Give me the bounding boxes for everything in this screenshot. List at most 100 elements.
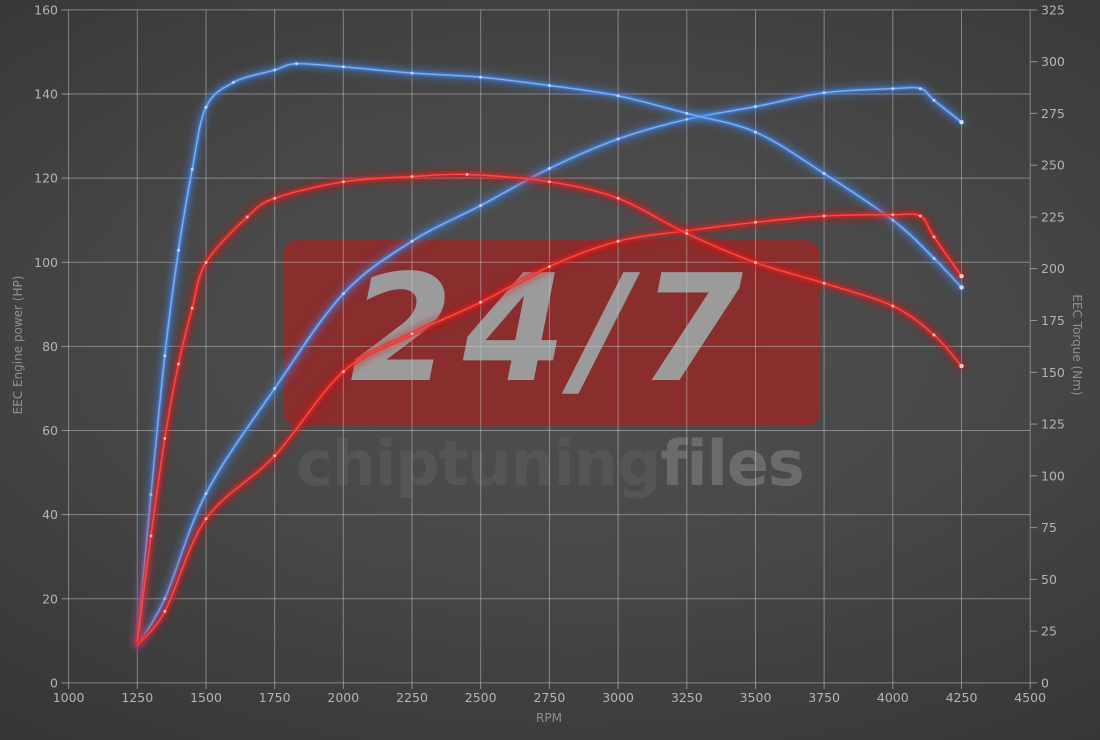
x-tick-label-3000: 3000 bbox=[602, 690, 634, 705]
x-tick-label-3250: 3250 bbox=[671, 690, 703, 705]
curve-engine-power-tuned-marker bbox=[959, 120, 964, 125]
right-tick-label-50: 50 bbox=[1041, 572, 1057, 587]
curve-engine-power-tuned-marker bbox=[273, 387, 277, 390]
watermark-badge: 24/7 bbox=[283, 240, 820, 426]
curve-torque-stock-marker bbox=[547, 180, 551, 184]
curve-engine-power-tuned-marker bbox=[547, 167, 551, 170]
curve-torque-tuned-marker bbox=[932, 256, 936, 260]
curve-torque-stock-marker bbox=[932, 333, 936, 337]
curve-torque-tuned-marker bbox=[754, 130, 757, 134]
left-tick-label-160: 160 bbox=[34, 2, 58, 17]
left-tick-label-0: 0 bbox=[50, 675, 58, 690]
x-tick-label-1750: 1750 bbox=[259, 690, 291, 705]
curve-torque-tuned-marker bbox=[341, 65, 345, 69]
x-tick-label-2000: 2000 bbox=[327, 690, 359, 705]
right-tick-label-25: 25 bbox=[1041, 624, 1057, 639]
right-tick-label-250: 250 bbox=[1041, 158, 1065, 173]
left-tick-label-140: 140 bbox=[34, 87, 58, 102]
left-tick-label-20: 20 bbox=[42, 591, 58, 606]
x-tick-label-3500: 3500 bbox=[740, 690, 772, 705]
curve-engine-power-stock-marker bbox=[822, 214, 826, 218]
curve-torque-tuned-marker bbox=[959, 285, 964, 290]
curve-torque-tuned-marker bbox=[163, 354, 167, 358]
curve-torque-stock-marker bbox=[822, 281, 826, 285]
curve-torque-tuned-marker bbox=[231, 80, 235, 84]
curve-engine-power-tuned-marker bbox=[479, 204, 483, 207]
x-tick-label-4000: 4000 bbox=[877, 690, 909, 705]
curve-torque-stock-marker bbox=[616, 196, 620, 200]
right-tick-label-200: 200 bbox=[1041, 261, 1065, 276]
right-tick-label-125: 125 bbox=[1041, 417, 1065, 432]
curve-torque-stock-marker bbox=[245, 215, 249, 219]
curve-torque-tuned-marker bbox=[204, 105, 208, 109]
right-tick-label-75: 75 bbox=[1041, 520, 1057, 535]
curve-engine-power-stock-marker bbox=[204, 517, 208, 521]
right-tick-label-275: 275 bbox=[1041, 106, 1065, 121]
curve-torque-stock-marker bbox=[959, 363, 964, 369]
x-tick-label-3750: 3750 bbox=[808, 690, 840, 705]
curve-engine-power-tuned-marker bbox=[163, 597, 167, 601]
curve-engine-power-tuned-marker bbox=[918, 87, 922, 91]
right-tick-label-225: 225 bbox=[1041, 210, 1065, 225]
x-tick-label-1000: 1000 bbox=[53, 690, 85, 705]
curve-torque-tuned-marker bbox=[891, 218, 895, 222]
curve-engine-power-stock-marker bbox=[932, 235, 936, 239]
curve-engine-power-tuned-marker bbox=[932, 98, 936, 102]
curve-torque-stock-marker bbox=[891, 304, 895, 308]
watermark-brand: chiptuningfiles bbox=[0, 433, 1100, 495]
curve-torque-stock-marker bbox=[465, 173, 469, 176]
x-tick-label-2500: 2500 bbox=[465, 690, 497, 705]
curve-engine-power-stock-marker bbox=[918, 214, 922, 218]
x-axis-title: RPM bbox=[536, 711, 562, 725]
x-tick-label-4250: 4250 bbox=[946, 690, 978, 705]
curve-engine-power-tuned-marker bbox=[685, 117, 689, 121]
right-tick-label-300: 300 bbox=[1041, 54, 1065, 69]
curve-torque-tuned-marker bbox=[685, 111, 689, 115]
left-tick-label-100: 100 bbox=[34, 255, 58, 270]
left-tick-label-120: 120 bbox=[34, 171, 58, 186]
curve-engine-power-stock-marker bbox=[754, 220, 757, 224]
curve-torque-stock-marker bbox=[685, 232, 689, 235]
curve-torque-tuned-marker bbox=[616, 94, 620, 98]
curve-engine-power-stock-marker bbox=[685, 229, 689, 233]
curve-torque-tuned-marker bbox=[479, 75, 483, 79]
curve-engine-power-stock-marker bbox=[891, 213, 895, 217]
curve-engine-power-tuned-marker bbox=[616, 137, 620, 141]
curve-torque-tuned-marker bbox=[410, 71, 414, 75]
watermark-badge-text: 24/7 bbox=[350, 243, 753, 415]
left-axis-title: EEC Engine power (HP) bbox=[11, 275, 25, 415]
x-tick-label-1500: 1500 bbox=[190, 690, 222, 705]
curve-engine-power-tuned-marker bbox=[822, 91, 826, 95]
left-tick-label-40: 40 bbox=[42, 507, 58, 522]
curve-torque-stock-marker bbox=[204, 261, 208, 264]
left-tick-label-80: 80 bbox=[42, 339, 58, 354]
curve-torque-tuned-marker bbox=[547, 84, 551, 87]
x-tick-label-4500: 4500 bbox=[1014, 690, 1046, 705]
curve-torque-stock-marker bbox=[149, 534, 153, 538]
watermark-brand-primary: chiptuning bbox=[296, 427, 661, 500]
x-tick-label-2750: 2750 bbox=[533, 690, 565, 705]
right-axis-title: EEC Torque (Nm) bbox=[1070, 294, 1084, 396]
curve-torque-tuned-marker bbox=[190, 167, 194, 171]
curve-engine-power-stock-marker bbox=[163, 609, 167, 613]
curve-engine-power-stock-marker bbox=[959, 274, 964, 279]
x-tick-label-1250: 1250 bbox=[121, 690, 153, 705]
curve-engine-power-tuned-marker bbox=[754, 105, 757, 109]
curve-torque-stock-marker bbox=[273, 196, 277, 200]
curve-torque-tuned-marker bbox=[177, 248, 180, 252]
curve-torque-tuned-marker bbox=[273, 68, 277, 72]
curve-torque-stock-marker bbox=[341, 180, 345, 184]
curve-torque-stock-marker bbox=[177, 362, 180, 366]
right-tick-label-150: 150 bbox=[1041, 365, 1065, 380]
curve-engine-power-tuned-marker bbox=[891, 87, 895, 91]
right-tick-label-0: 0 bbox=[1041, 675, 1049, 690]
curve-torque-tuned-marker bbox=[822, 172, 826, 175]
right-tick-label-325: 325 bbox=[1041, 2, 1065, 17]
x-tick-label-2250: 2250 bbox=[396, 690, 428, 705]
watermark-brand-secondary: files bbox=[660, 427, 804, 500]
curve-torque-stock-marker bbox=[190, 306, 194, 310]
right-tick-label-175: 175 bbox=[1041, 313, 1065, 328]
curve-torque-stock-marker bbox=[410, 175, 414, 179]
curve-torque-tuned-marker bbox=[295, 62, 299, 66]
